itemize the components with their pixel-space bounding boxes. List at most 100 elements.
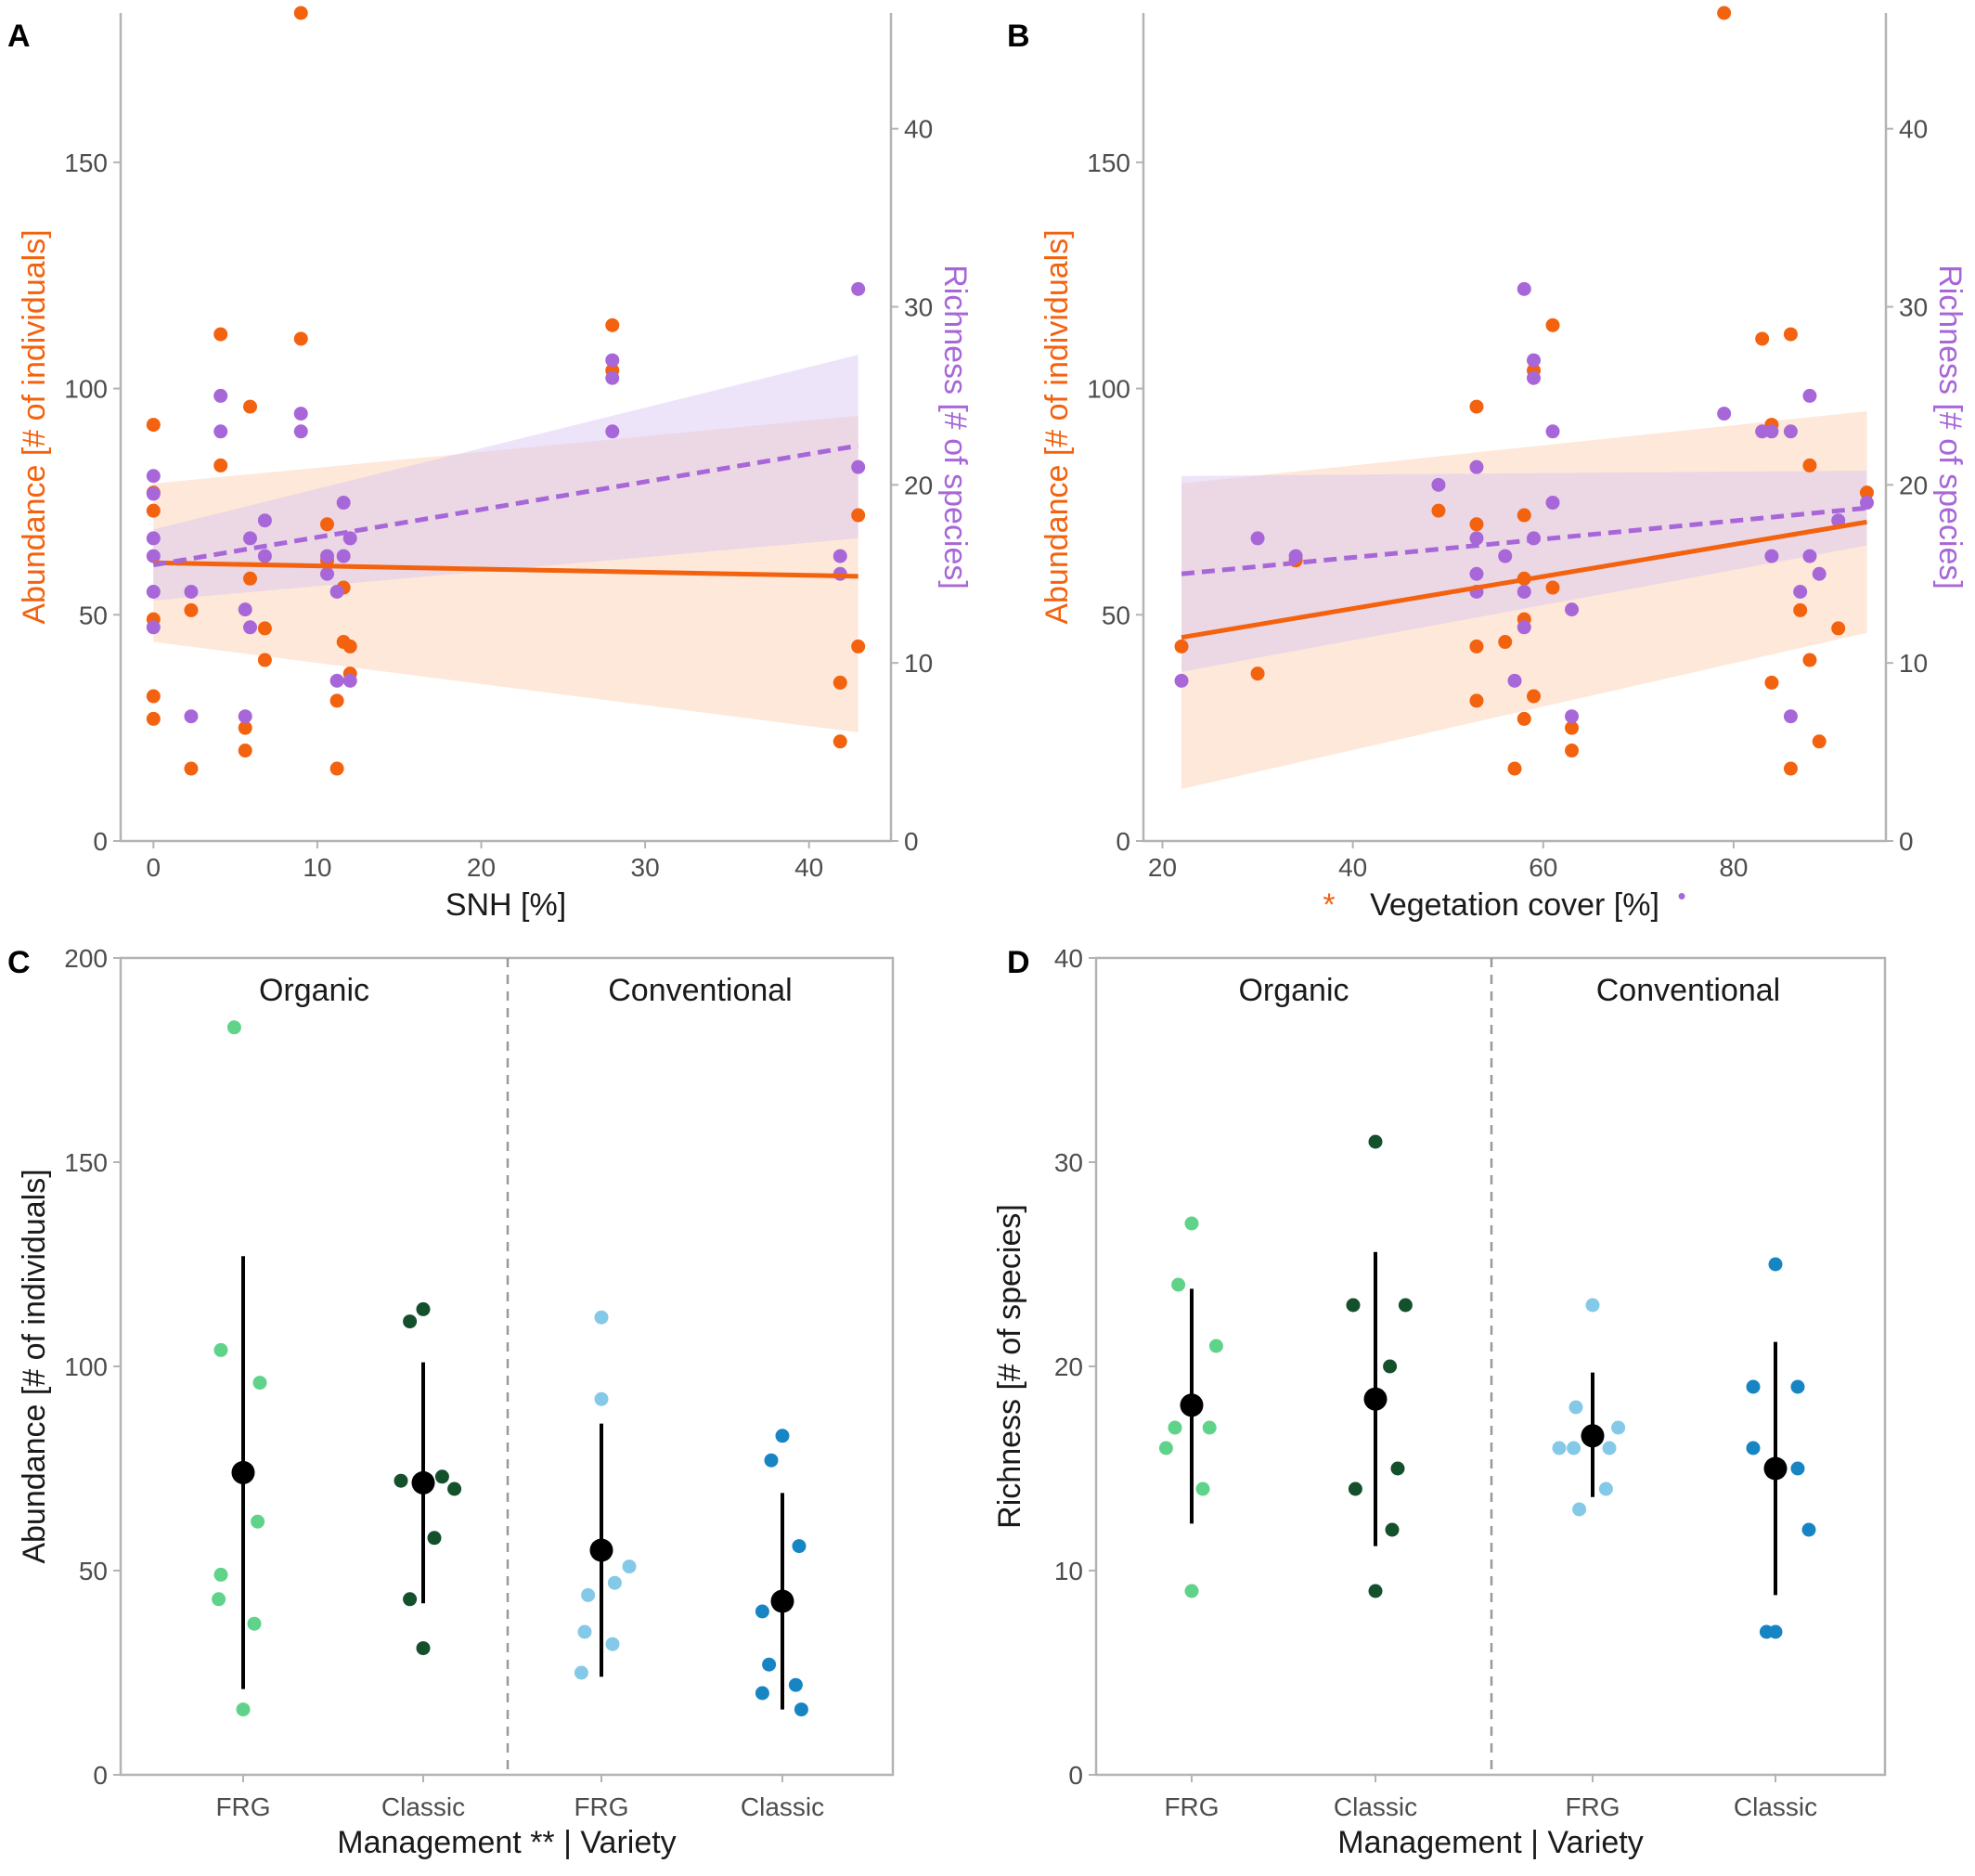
y-tick-label: 0 [93, 1761, 108, 1790]
y2-tick-label: 0 [904, 827, 919, 856]
richness-point [146, 531, 161, 546]
data-point [1346, 1298, 1361, 1313]
abundance-point [1174, 639, 1189, 653]
y-tick-label: 0 [1116, 827, 1130, 856]
axis-frame [119, 13, 893, 843]
y2-tick-label: 30 [1899, 293, 1928, 322]
data-point [1768, 1257, 1783, 1272]
data-point [1398, 1298, 1413, 1313]
x-axis-title: SNH [%] [445, 887, 566, 923]
richness-point [257, 549, 272, 563]
data-point [622, 1559, 637, 1574]
y2-tick-label: 30 [904, 293, 933, 322]
richness-point [184, 709, 199, 724]
data-point [403, 1592, 418, 1607]
richness-point [243, 620, 258, 635]
data-point [1202, 1420, 1217, 1435]
data-point [594, 1310, 609, 1325]
abundance-point [1545, 317, 1560, 332]
data-point [1568, 1400, 1583, 1415]
y2-tick-label: 10 [1899, 649, 1928, 678]
y-tick-label: 100 [1087, 375, 1130, 404]
y-axis-title: Abundance [# of individuals] [17, 229, 52, 624]
data-point [1390, 1461, 1405, 1476]
management-label: Organic [259, 973, 369, 1008]
x-tick-label: 60 [1529, 853, 1557, 882]
richness-point [1764, 424, 1779, 439]
richness-point [833, 549, 847, 563]
abundance-point [146, 689, 161, 704]
abundance-point [1527, 689, 1542, 704]
y-tick-label: 150 [1087, 149, 1130, 177]
data-point [755, 1686, 769, 1701]
abundance-point [1498, 635, 1513, 650]
data-point [1768, 1624, 1783, 1639]
abundance-point [329, 761, 344, 776]
data-point [788, 1677, 803, 1692]
x-tick-label: Classic [381, 1792, 465, 1821]
data-point [416, 1301, 431, 1316]
richness-point [1565, 709, 1580, 724]
abundance-point [329, 693, 344, 708]
abundance-point [1859, 485, 1874, 500]
richness-point [1783, 709, 1798, 724]
x-tick-label: 80 [1719, 853, 1748, 882]
richness-point [1527, 370, 1542, 385]
data-point [1184, 1216, 1199, 1231]
richness-point [1717, 407, 1732, 421]
abundance-point [1517, 711, 1531, 726]
y-tick-label: 0 [1068, 1761, 1083, 1790]
abundance-point [257, 653, 272, 667]
richness-point [213, 388, 228, 403]
richness-point [146, 584, 161, 599]
richness-point [336, 496, 351, 511]
abundance-fit-line [153, 560, 858, 579]
abundance-point [257, 621, 272, 636]
data-point [1368, 1584, 1383, 1598]
x-tick-label: 20 [467, 853, 496, 882]
richness-point [1764, 549, 1779, 563]
abundance-point [1802, 458, 1817, 472]
abundance-point [1469, 517, 1484, 532]
richness-confidence-band [1181, 470, 1867, 672]
abundance-point [1755, 331, 1770, 346]
richness-point [1802, 549, 1817, 563]
abundance-point [1517, 508, 1531, 523]
richness-point [146, 549, 161, 563]
data-point [1746, 1441, 1761, 1456]
data-point [577, 1624, 592, 1639]
data-point [213, 1567, 228, 1582]
abundance-point [238, 720, 252, 735]
data-point [792, 1539, 807, 1554]
richness-point [146, 620, 161, 635]
data-point [605, 1637, 620, 1651]
richness-point [605, 424, 620, 439]
richness-point [1802, 388, 1817, 403]
richness-point [1469, 531, 1484, 546]
panel-letter: D [1007, 945, 1030, 980]
data-point [1208, 1339, 1223, 1353]
data-point [1746, 1379, 1761, 1394]
y-tick-label: 50 [79, 1557, 108, 1585]
data-point [226, 1020, 241, 1035]
abundance-point [146, 503, 161, 518]
data-point [1385, 1522, 1400, 1537]
richness-point [257, 513, 272, 528]
mean-point [1180, 1393, 1204, 1417]
x-tick-label: 40 [794, 853, 823, 882]
abundance-point [1565, 744, 1580, 758]
data-point [434, 1469, 449, 1484]
abundance-point [1764, 675, 1779, 690]
abundance-point [1802, 653, 1817, 667]
data-point [394, 1473, 408, 1488]
data-point [416, 1641, 431, 1656]
richness-point [1812, 566, 1827, 581]
y2-tick-label: 10 [904, 649, 933, 678]
data-point [1348, 1481, 1362, 1496]
y2-axis-title: Richness [# of species] [1932, 265, 1968, 589]
abundance-point [1507, 761, 1522, 776]
abundance-confidence-band [153, 415, 858, 733]
abundance-point [342, 639, 357, 653]
y-tick-label: 100 [64, 1352, 108, 1381]
y-tick-label: 150 [64, 149, 108, 177]
